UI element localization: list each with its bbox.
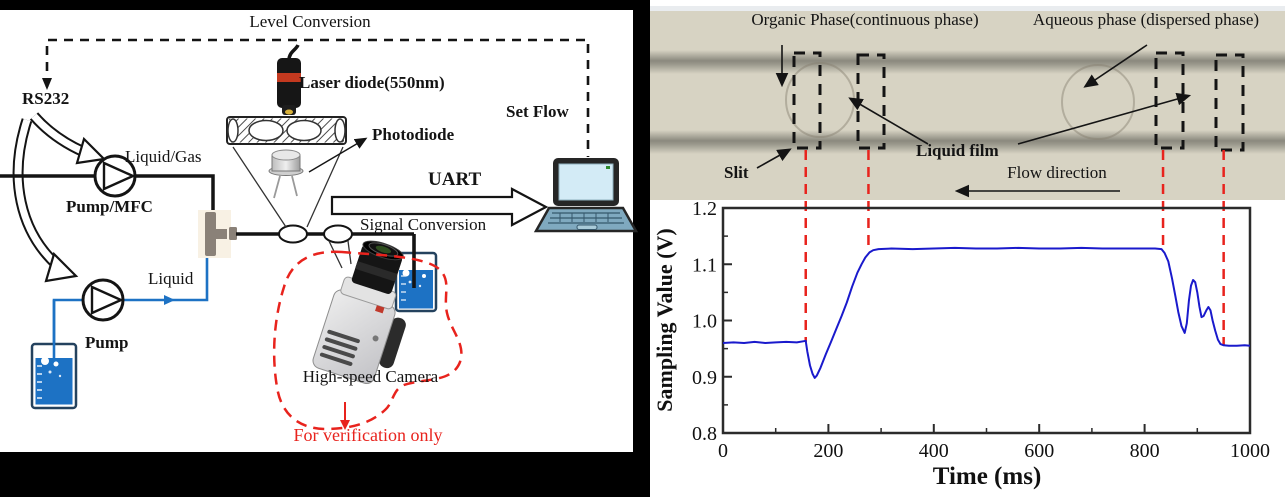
x-tick-label: 800 <box>1130 440 1160 462</box>
rs232-to-pumpmfc-arrow <box>29 112 107 165</box>
y-tick-label: 0.8 <box>692 423 717 445</box>
rs232-to-pump-arrow <box>12 118 79 283</box>
sampling-curve <box>722 246 1251 379</box>
tube-wall-lower <box>650 130 1285 154</box>
level-conversion-label: Level Conversion <box>249 12 371 31</box>
laser-diode-label: Laser diode(550nm) <box>299 73 445 92</box>
high-speed-camera-icon <box>312 240 406 384</box>
slit-label: Slit <box>724 163 749 182</box>
x-tick-label: 600 <box>1024 440 1054 462</box>
rs232-label: RS232 <box>22 89 70 108</box>
level-conversion-loop <box>42 38 590 157</box>
left-frame-bottom <box>0 452 650 497</box>
photo-annotation-arrows <box>756 44 1192 198</box>
x-axis-title: Time (ms) <box>933 463 1042 490</box>
x-tick-label: 200 <box>813 440 843 462</box>
high-speed-camera-label: High-speed Camera <box>302 367 439 386</box>
organic-phase-label: Organic Phase(continuous phase) <box>751 10 979 29</box>
slit-rect-4 <box>1214 53 1245 152</box>
tube-cross-section <box>226 116 347 145</box>
y-tick-label: 1.2 <box>692 198 717 220</box>
camera-view-lines <box>328 240 352 269</box>
slit-arrow <box>756 148 792 169</box>
microchannel-photo <box>650 6 1285 200</box>
aqueous-phase-label: Aqueous phase (dispersed phase) <box>1032 10 1260 29</box>
laptop-icon <box>533 158 639 233</box>
laser-diode-icon <box>277 44 301 115</box>
liquid-gas-label: Liquid/Gas <box>125 147 202 166</box>
droplet-outline-right <box>1061 64 1135 140</box>
x-tick-label: 1000 <box>1230 440 1270 462</box>
y-tick-label: 1.0 <box>692 311 717 333</box>
pump-symbol <box>52 256 209 366</box>
liquid-label: Liquid <box>148 269 194 288</box>
aqueous-phase-arrow <box>1083 44 1148 88</box>
t-junction <box>198 210 237 258</box>
y-tick-label: 1.1 <box>692 254 717 276</box>
pump-mfc-symbol <box>0 154 215 214</box>
left-frame-top <box>0 0 650 10</box>
liquid-film-arrow-left <box>848 97 929 145</box>
flow-direction-label: Flow direction <box>1007 163 1107 182</box>
sampling-chart: 0 200 400 600 800 1000 0.8 0.9 1.0 1.1 1.2 <box>692 150 1270 462</box>
photodiode-label: Photodiode <box>372 125 455 144</box>
x-tick-label: 0 <box>718 440 728 462</box>
uart-arrow <box>330 187 549 227</box>
plot-frame <box>721 206 1252 435</box>
photodiode-pointer-arrow <box>308 137 368 173</box>
signal-conversion-label: Signal Conversion <box>360 215 487 234</box>
liquid-film-arrow-right <box>1017 92 1192 145</box>
set-flow-label: Set Flow <box>506 102 569 121</box>
setup-diagram-svg <box>0 38 639 431</box>
photodiode-icon <box>268 149 304 199</box>
slit-markers <box>792 51 1245 152</box>
uart-label: UART <box>428 169 482 190</box>
photo-top-edge <box>650 6 1285 11</box>
x-tick-label: 400 <box>919 440 949 462</box>
pump-label: Pump <box>85 333 129 352</box>
y-tick-label: 0.9 <box>692 367 717 389</box>
panel-divider <box>633 0 650 497</box>
slit-rect-1 <box>792 51 822 150</box>
liquid-film-label: Liquid film <box>916 141 999 160</box>
collect-beaker <box>394 234 438 313</box>
pump-mfc-label: Pump/MFC <box>66 197 153 216</box>
flow-channel <box>236 224 414 244</box>
source-beaker <box>30 300 78 410</box>
for-verification-only-label: For verification only <box>293 425 443 445</box>
verification-outline <box>272 250 463 431</box>
y-axis-title: Sampling Value (V) <box>652 228 677 411</box>
slit-rect-2 <box>856 53 886 150</box>
slit-rect-3 <box>1154 51 1185 150</box>
detection-cone <box>232 146 344 228</box>
results-panel-svg: 0 200 400 600 800 1000 0.8 0.9 1.0 1.1 1.2 Time (m… <box>652 44 1270 490</box>
